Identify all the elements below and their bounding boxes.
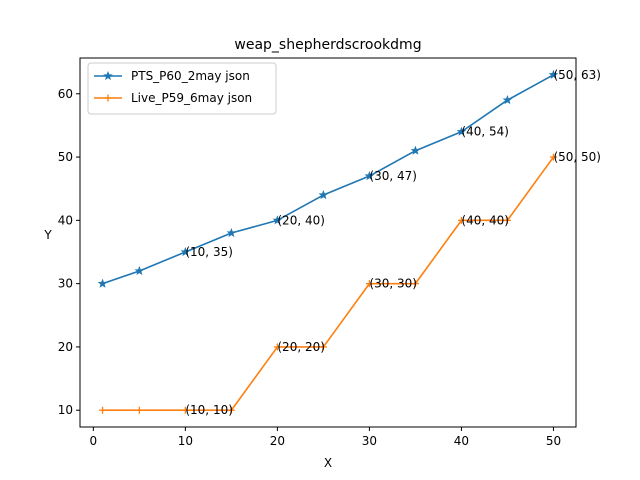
data-point	[410, 145, 421, 155]
data-point	[503, 216, 511, 224]
data-label: (20, 20)	[277, 340, 325, 354]
x-tick-label: 50	[546, 434, 561, 448]
series-2	[99, 153, 557, 414]
x-axis-label: X	[324, 456, 332, 470]
data-label: (20, 40)	[277, 213, 325, 227]
x-tick-label: 10	[178, 434, 193, 448]
data-point	[135, 406, 143, 414]
x-tick-label: 20	[270, 434, 285, 448]
legend-marker	[103, 70, 113, 81]
x-tick-label: 30	[362, 434, 377, 448]
y-tick-label: 40	[58, 213, 73, 227]
data-label: (40, 40)	[461, 213, 509, 227]
series-line	[102, 156, 555, 412]
legend-item: PTS_P60_2may json	[94, 69, 250, 83]
series-1	[97, 69, 559, 288]
legend-item: Live_P59_6may json	[94, 91, 252, 105]
data-point	[134, 265, 145, 276]
data-label: (40, 54)	[461, 125, 509, 139]
y-tick-label: 20	[58, 340, 73, 354]
y-tick-label: 10	[58, 403, 73, 417]
legend-label: PTS_P60_2may json	[131, 69, 250, 83]
data-label: (30, 47)	[369, 169, 417, 183]
legend: PTS_P60_2may json Live_P59_6may json	[87, 62, 277, 115]
y-tick-label: 60	[58, 87, 73, 101]
data-point	[181, 406, 189, 414]
y-axis-label: Y	[43, 228, 52, 242]
y-tick-label: 30	[58, 277, 73, 291]
data-point	[226, 227, 237, 238]
data-label: (10, 35)	[185, 245, 233, 259]
data-point	[365, 280, 373, 288]
data-point	[227, 406, 235, 414]
data-point	[180, 246, 191, 257]
legend-marker	[104, 94, 112, 102]
data-label: (30, 30)	[369, 277, 417, 291]
data-point	[364, 171, 375, 181]
data-label: (50, 50)	[553, 150, 601, 164]
data-point	[273, 343, 281, 351]
data-point	[319, 343, 327, 351]
data-point	[99, 406, 107, 414]
annotations: (10, 35) (20, 40) (30, 47) (40, 54) (50, 63)…	[185, 68, 601, 417]
legend-label: Live_P59_6may json	[131, 91, 252, 105]
x-tick-label: 0	[90, 434, 98, 448]
data-point	[457, 216, 465, 224]
data-point	[548, 69, 559, 79]
x-tick-label: 40	[454, 434, 469, 448]
data-point	[456, 126, 467, 136]
data-point	[549, 153, 557, 161]
plot-frame	[79, 57, 577, 428]
data-label: (10, 10)	[185, 403, 233, 417]
data-label: (50, 63)	[553, 68, 601, 82]
chart-title: weap_shepherdscrookdmg	[234, 37, 421, 53]
data-point	[272, 215, 283, 225]
legend-box	[87, 62, 277, 115]
data-point	[97, 278, 108, 288]
data-point	[502, 95, 513, 105]
y-tick-label: 50	[58, 150, 73, 164]
data-point	[411, 280, 419, 288]
data-point	[318, 189, 329, 200]
